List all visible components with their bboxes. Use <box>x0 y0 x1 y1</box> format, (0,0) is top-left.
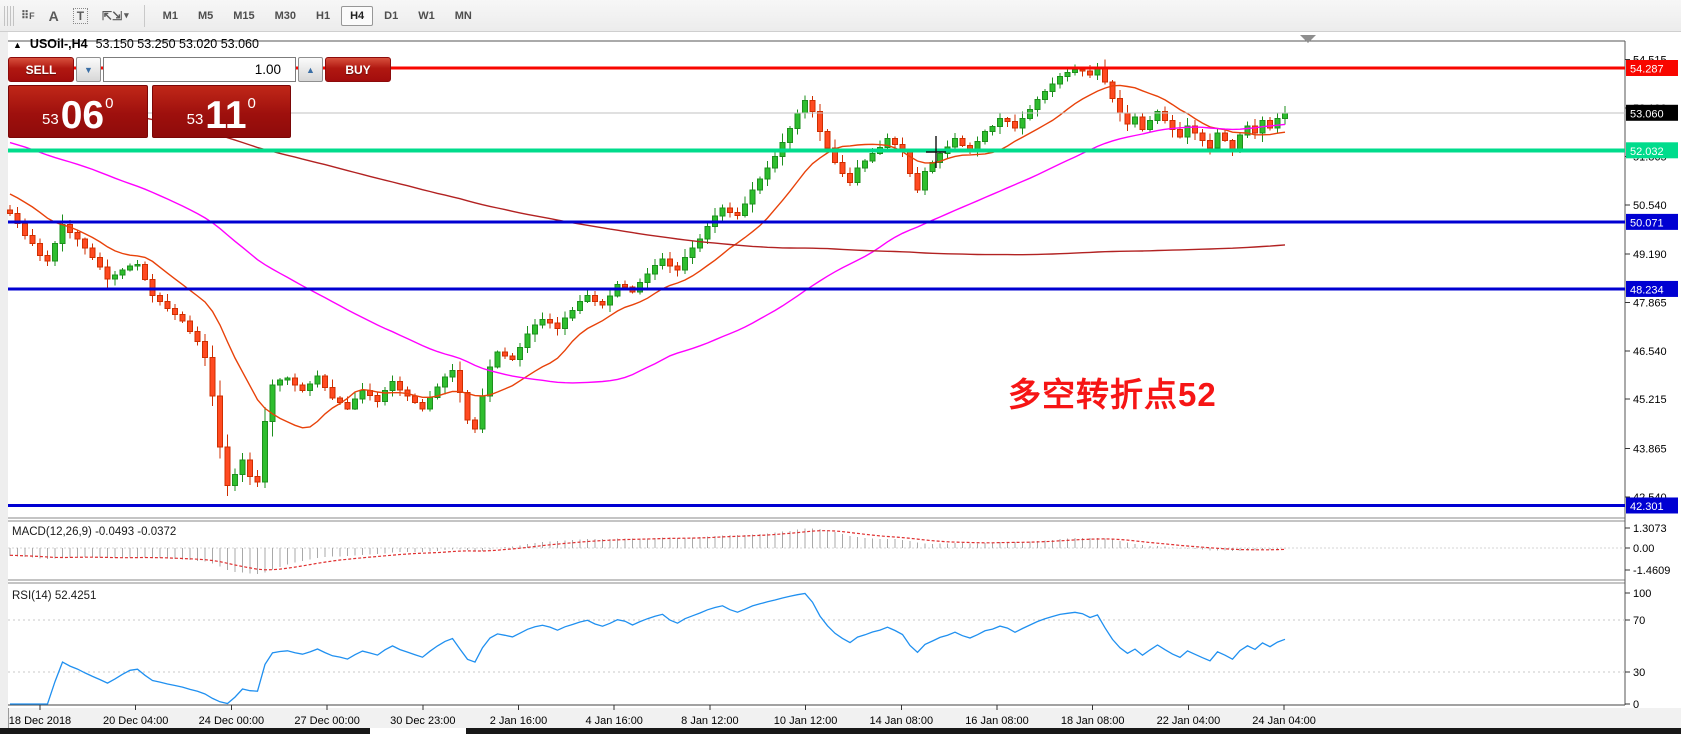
svg-text:48.234: 48.234 <box>1630 284 1664 296</box>
one-click-panel: SELL ▼ ▲ BUY 53 06 0 53 11 0 <box>8 57 391 138</box>
volume-up-button[interactable]: ▲ <box>298 57 323 82</box>
toolbar: ⠿ F A T ⇱⇲ ▾ M1 M5 M15 M30 H1 H4 D1 W1 MN <box>0 0 1681 32</box>
svg-text:42.301: 42.301 <box>1630 501 1664 513</box>
volume-down-button[interactable]: ▼ <box>76 57 101 82</box>
svg-text:45.215: 45.215 <box>1633 394 1667 406</box>
svg-text:54.287: 54.287 <box>1630 64 1664 76</box>
rsi-label: RSI(14) 52.4251 <box>12 590 97 602</box>
sell-price-sup: 0 <box>105 95 114 112</box>
svg-text:43.865: 43.865 <box>1633 443 1667 455</box>
timeframe-bar: M1 M5 M15 M30 H1 H4 D1 W1 MN <box>153 5 482 26</box>
timeframe-button-m1[interactable]: M1 <box>162 9 178 22</box>
annotation-text[interactable]: 多空转折点52 <box>1008 376 1217 413</box>
svg-text:24 Dec 00:00: 24 Dec 00:00 <box>199 715 264 727</box>
quote-header: ▲ USOil-,H4 53.150 53.250 53.020 53.060 <box>13 37 259 51</box>
svg-text:4 Jan 16:00: 4 Jan 16:00 <box>585 715 643 727</box>
svg-text:46.540: 46.540 <box>1633 346 1667 358</box>
buy-price-big: 11 <box>205 94 247 138</box>
bottom-scrollbar[interactable] <box>0 728 1681 734</box>
toolbar-drag-handle[interactable] <box>4 5 14 26</box>
rsi-line <box>10 592 1286 705</box>
svg-text:50.540: 50.540 <box>1633 200 1667 212</box>
timeframe-button-w1[interactable]: W1 <box>418 9 435 22</box>
svg-text:100: 100 <box>1633 588 1651 600</box>
svg-text:8 Jan 12:00: 8 Jan 12:00 <box>681 715 739 727</box>
svg-text:22 Jan 04:00: 22 Jan 04:00 <box>1157 715 1221 727</box>
timeframe-button-mn[interactable]: MN <box>454 9 472 22</box>
timeframe-button-m5[interactable]: M5 <box>197 9 214 22</box>
panel-borders <box>8 40 1626 706</box>
svg-text:49.190: 49.190 <box>1633 249 1667 261</box>
macd-signal-line <box>9 530 1286 571</box>
time-axis[interactable]: 18 Dec 2018 20 Dec 04:00 24 Dec 00:00 27 De… <box>9 705 1316 727</box>
buy-price-tile[interactable]: 53 11 0 <box>151 85 291 138</box>
shapes-icon[interactable]: ⇱⇲ ▾ <box>102 8 129 23</box>
volume-input[interactable] <box>103 57 296 82</box>
symbol-label: USOil-,H4 <box>29 37 88 51</box>
chart-background <box>8 32 1681 708</box>
svg-text:50.071: 50.071 <box>1630 217 1664 229</box>
svg-text:1.3073: 1.3073 <box>1633 523 1667 535</box>
rsi-axis: 100 70 30 0 <box>1625 588 1651 711</box>
svg-text:20 Dec 04:00: 20 Dec 04:00 <box>103 715 168 727</box>
svg-text:52.032: 52.032 <box>1630 146 1664 158</box>
svg-text:2 Jan 16:00: 2 Jan 16:00 <box>490 715 548 727</box>
crosshair-marker <box>926 136 946 168</box>
timeframe-button-h4[interactable]: H4 <box>341 5 374 26</box>
ohlc-values: 53.150 53.250 53.020 53.060 <box>95 37 259 51</box>
mid-ma-line[interactable] <box>9 123 1286 384</box>
svg-text:0: 0 <box>1633 699 1639 711</box>
macd-axis: 1.3073 0.00 -1.4609 <box>1625 523 1670 577</box>
sell-price-tile[interactable]: 53 06 0 <box>8 85 148 138</box>
svg-text:24 Jan 04:00: 24 Jan 04:00 <box>1252 715 1316 727</box>
buy-button[interactable]: BUY <box>325 57 391 82</box>
chart-shift-marker[interactable] <box>1300 35 1316 43</box>
svg-text:16 Jan 08:00: 16 Jan 08:00 <box>965 715 1029 727</box>
svg-text:10 Jan 12:00: 10 Jan 12:00 <box>774 715 838 727</box>
svg-text:-1.4609: -1.4609 <box>1633 565 1670 577</box>
label-a-icon[interactable]: A <box>48 7 59 24</box>
macd-label: MACD(12,26,9) -0.0493 -0.0372 <box>12 526 177 538</box>
grid-f-icon[interactable]: ⠿ F <box>21 10 35 22</box>
bottom-scrollbar-thumb[interactable] <box>370 728 466 734</box>
svg-text:18 Dec 2018: 18 Dec 2018 <box>9 715 71 727</box>
up-arrow-icon: ▲ <box>306 64 315 75</box>
svg-text:30: 30 <box>1633 667 1645 679</box>
svg-text:0.00: 0.00 <box>1633 543 1654 555</box>
svg-text:53.060: 53.060 <box>1630 108 1664 120</box>
timeframe-button-h1[interactable]: H1 <box>316 9 331 22</box>
timeframe-button-d1[interactable]: D1 <box>384 9 399 22</box>
fast-ma-line[interactable] <box>9 84 1286 429</box>
symbol-triangle-icon: ▲ <box>13 40 22 50</box>
toolbar-separator <box>143 4 145 27</box>
buy-price-sup: 0 <box>247 95 256 112</box>
price-badges: 54.287 53.060 52.032 50.071 48.234 42.301 <box>1626 60 1678 514</box>
caret-down-icon: ▾ <box>124 10 129 20</box>
down-arrow-icon: ▼ <box>84 64 93 75</box>
sell-price-big: 06 <box>60 94 105 138</box>
textbox-t-icon[interactable]: T <box>72 7 89 24</box>
svg-text:27 Dec 00:00: 27 Dec 00:00 <box>294 715 359 727</box>
svg-text:47.865: 47.865 <box>1633 297 1667 309</box>
sell-button[interactable]: SELL <box>8 57 74 82</box>
buy-price-prefix: 53 <box>186 111 204 128</box>
svg-text:14 Jan 08:00: 14 Jan 08:00 <box>869 715 933 727</box>
svg-text:30 Dec 23:00: 30 Dec 23:00 <box>390 715 455 727</box>
main-chart[interactable]: 54.51553.19051.86550.54049.19047.86546.5… <box>0 32 1681 734</box>
sell-price-prefix: 53 <box>42 111 59 128</box>
svg-text:18 Jan 08:00: 18 Jan 08:00 <box>1061 715 1125 727</box>
svg-text:70: 70 <box>1633 615 1645 627</box>
timeframe-button-m15[interactable]: M15 <box>233 9 255 22</box>
timeframe-button-m30[interactable]: M30 <box>274 9 297 22</box>
